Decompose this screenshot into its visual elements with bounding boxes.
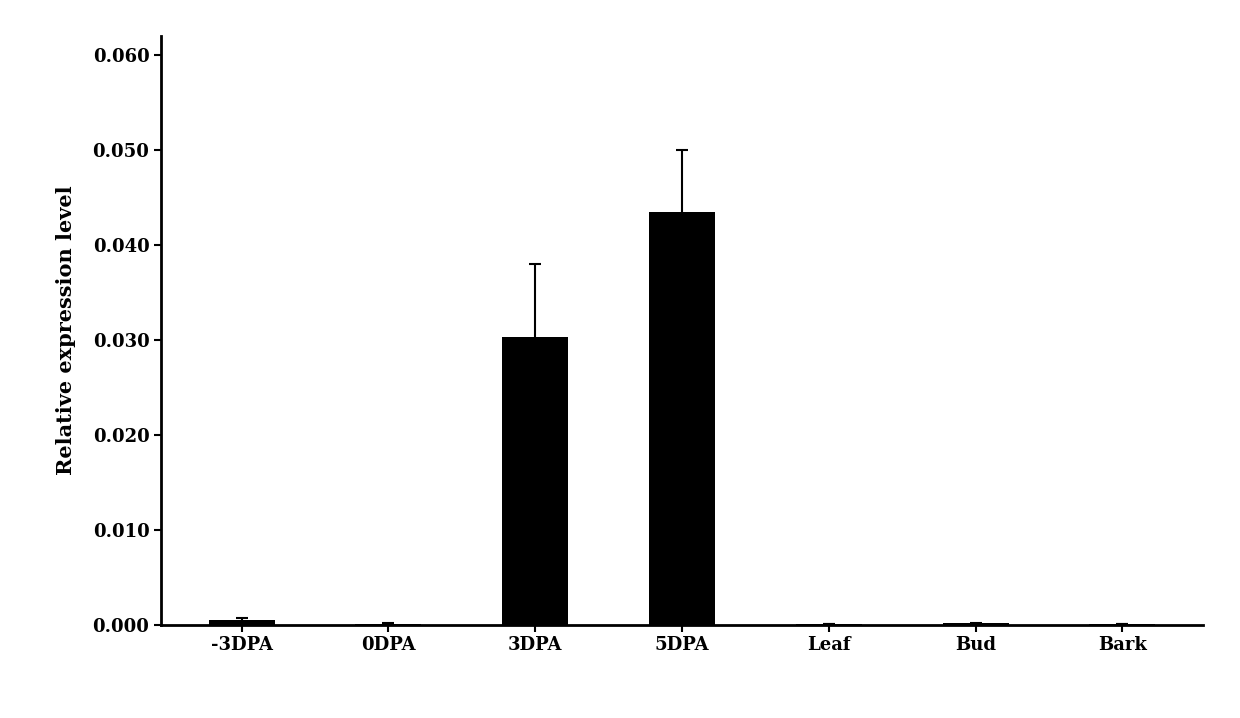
Bar bbox=[356, 624, 422, 625]
Bar bbox=[649, 212, 715, 625]
Y-axis label: Relative expression level: Relative expression level bbox=[56, 185, 76, 475]
Bar bbox=[208, 620, 274, 625]
Bar bbox=[942, 623, 1008, 625]
Bar bbox=[502, 337, 568, 625]
